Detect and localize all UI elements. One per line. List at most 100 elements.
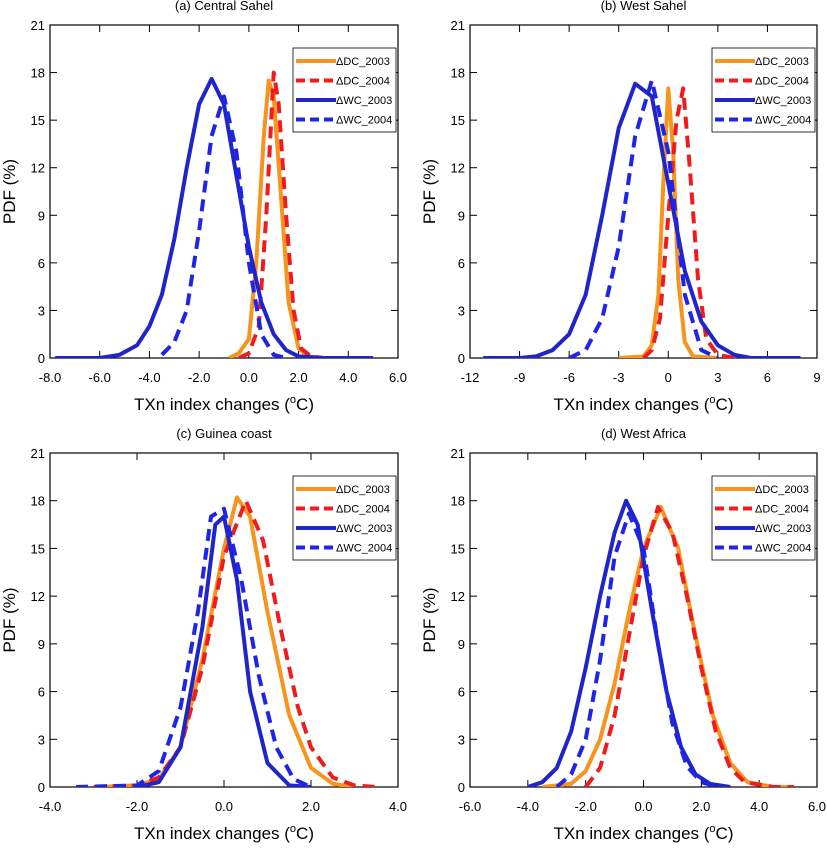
x-axis-title-main: TXn index changes (: [554, 824, 710, 843]
x-axis-title-main: TXn index changes (: [134, 395, 290, 414]
panel-title: (d) West Africa: [601, 426, 687, 441]
legend-label: ΔDC_2003: [336, 56, 390, 68]
x-tick-label: -6.0: [89, 370, 111, 385]
y-axis-title: PDF (%): [0, 587, 19, 652]
y-axis-title: PDF (%): [420, 159, 439, 224]
x-axis-title: TXn index changes (oC): [134, 823, 314, 843]
legend-label: ΔWC_2004: [755, 115, 811, 127]
y-tick-label: 9: [458, 208, 465, 223]
series-line-wc-2003: [55, 76, 374, 358]
series-line-wc-2004: [76, 506, 312, 787]
y-tick-label: 21: [451, 18, 465, 33]
x-tick-label: 6: [764, 370, 771, 385]
x-tick-label: 3: [714, 370, 721, 385]
x-tick-label: 2.0: [692, 799, 710, 814]
x-tick-label: 6.0: [389, 370, 407, 385]
y-tick-label: 3: [458, 303, 465, 318]
y-tick-label: 12: [451, 589, 465, 604]
x-axis-title-degree: o: [290, 394, 296, 406]
x-axis-title: TXn index changes (oC): [554, 823, 734, 843]
panel-2: (b) West Sahel 0 3 6 9 12 15 18 21 -12 -9 -6 -3 0 3 6 9 P…: [420, 0, 821, 414]
legend-label: ΔWC_2003: [755, 95, 811, 107]
legend: ΔDC_2003 ΔDC_2004 ΔWC_2003 ΔWC_2004: [711, 475, 816, 561]
x-tick-label: 2.0: [290, 370, 308, 385]
series-line-dc-2004: [238, 70, 339, 358]
x-axis-title-degree: o: [709, 823, 715, 835]
series-line-dc-2003: [618, 86, 719, 358]
panel-title: (c) Guinea coast: [176, 426, 272, 441]
legend-label: ΔDC_2004: [336, 76, 390, 88]
y-tick-label: 15: [451, 541, 465, 556]
x-tick-label: 4.0: [389, 799, 407, 814]
x-axis-title-unit: C): [716, 824, 734, 843]
legend: ΔDC_2003 ΔDC_2004 ΔWC_2003 ΔWC_2004: [711, 47, 816, 133]
y-tick-label: 0: [38, 780, 45, 795]
x-tick-label: -6.0: [459, 799, 481, 814]
y-tick-label: 21: [451, 446, 465, 461]
y-tick-label: 18: [451, 494, 465, 509]
y-tick-label: 3: [38, 303, 45, 318]
legend: ΔDC_2003 ΔDC_2004 ΔWC_2003 ΔWC_2004: [292, 475, 397, 561]
y-tick-label: 15: [451, 113, 465, 128]
legend-label: ΔDC_2003: [755, 484, 809, 496]
x-axis-title-unit: C): [296, 395, 314, 414]
series-line-wc-2003: [527, 498, 731, 787]
y-tick-label: 15: [31, 541, 45, 556]
y-tick-label: 9: [458, 637, 465, 652]
y-tick-label: 0: [458, 780, 465, 795]
panel-3: (c) Guinea coast 0 3 6 9 12 15 18 21 -4.0 -2.0 0.0 2…: [0, 426, 407, 843]
x-axis-title-unit: C): [716, 395, 734, 414]
x-tick-label: -12: [461, 370, 480, 385]
y-tick-label: 18: [31, 66, 45, 81]
y-tick-label: 12: [31, 589, 45, 604]
y-tick-label: 3: [38, 732, 45, 747]
legend-label: ΔDC_2004: [755, 76, 809, 88]
x-tick-label: 9: [813, 370, 820, 385]
y-tick-label: 18: [31, 494, 45, 509]
legend-label: ΔDC_2003: [336, 484, 390, 496]
x-tick-label: -9: [514, 370, 526, 385]
x-axis-title-unit: C): [296, 824, 314, 843]
legend-label: ΔWC_2003: [336, 523, 392, 535]
plot-frame: [49, 24, 399, 359]
x-tick-label: -2.0: [188, 370, 210, 385]
legend-label: ΔDC_2004: [336, 504, 390, 516]
legend-label: ΔWC_2004: [755, 543, 811, 555]
x-tick-label: 6.0: [808, 799, 826, 814]
legend-label: ΔWC_2004: [336, 115, 392, 127]
y-tick-label: 18: [451, 66, 465, 81]
y-tick-label: 9: [38, 208, 45, 223]
y-axis-title: PDF (%): [420, 587, 439, 652]
x-axis-title-degree: o: [709, 394, 715, 406]
x-tick-label: 4.0: [750, 799, 768, 814]
y-axis-title: PDF (%): [0, 159, 19, 224]
x-tick-label: 0.0: [240, 370, 258, 385]
x-tick-label: -2.0: [574, 799, 596, 814]
x-axis-title-main: TXn index changes (: [134, 824, 290, 843]
y-tick-label: 0: [38, 351, 45, 366]
x-tick-label: 0.0: [215, 799, 233, 814]
y-tick-label: 6: [458, 685, 465, 700]
y-tick-label: 6: [38, 256, 45, 271]
legend-label: ΔWC_2003: [336, 95, 392, 107]
panel-title: (a) Central Sahel: [175, 0, 273, 13]
x-tick-label: -2.0: [126, 799, 148, 814]
x-axis-title-degree: o: [290, 823, 296, 835]
x-tick-label: -3: [613, 370, 625, 385]
x-tick-label: -8.0: [39, 370, 61, 385]
x-tick-label: -6: [563, 370, 575, 385]
series-line-wc-2004: [568, 78, 719, 358]
y-tick-label: 6: [38, 685, 45, 700]
series-line-wc-2003: [483, 81, 801, 358]
panel-4: (d) West Africa 0 3 6 9 12 15 18 21 -6.0 -4.0 -2.0 0…: [420, 426, 826, 843]
x-tick-label: 0.0: [634, 799, 652, 814]
legend-label: ΔWC_2003: [755, 523, 811, 535]
y-tick-label: 12: [31, 161, 45, 176]
series-line-wc-2004: [555, 511, 720, 787]
x-tick-label: 4.0: [339, 370, 357, 385]
series-line-dc-2003: [542, 505, 789, 787]
y-tick-label: 21: [31, 18, 45, 33]
x-tick-label: -4.0: [517, 799, 539, 814]
series-line-wc-2004: [160, 94, 287, 358]
